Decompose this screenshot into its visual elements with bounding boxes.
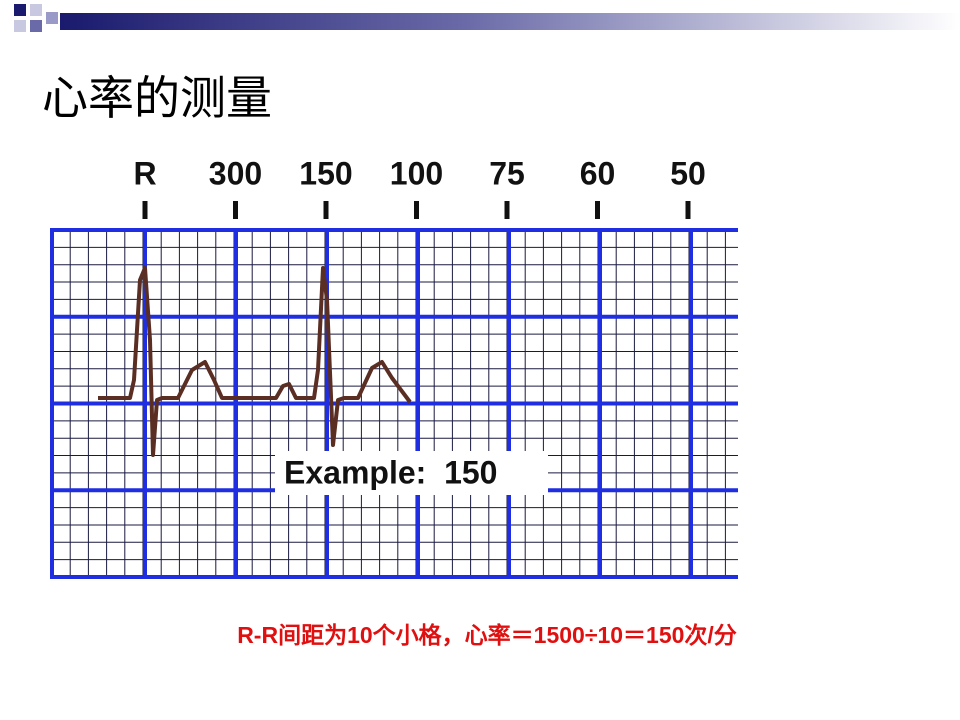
ruler-label: 300 [209,155,262,191]
ecg-trace [98,266,412,457]
ruler-label: R [133,155,156,191]
ruler-label: 75 [489,155,525,191]
ruler-label: 150 [299,155,352,191]
decoration [14,4,960,32]
rate-ruler: R 300 150 100 75 60 50 [133,155,706,219]
ruler-label: 60 [580,155,616,191]
example-box [275,451,548,495]
ruler-label: 50 [670,155,706,191]
slide-title: 心率的测量 [42,72,272,124]
caption: R-R间距为10个小格，心率＝1500÷10＝150次/分 [237,622,737,648]
example-label: Example: 150 [284,454,497,490]
ruler-label: 100 [390,155,443,191]
